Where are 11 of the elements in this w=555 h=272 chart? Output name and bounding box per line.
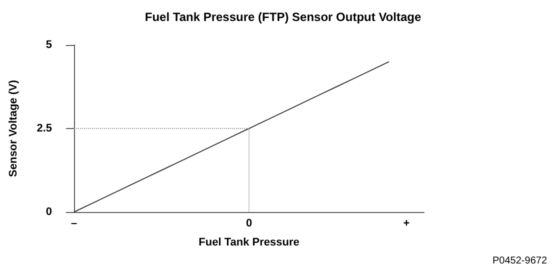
x-tick-label: 0 xyxy=(246,218,252,230)
line-series xyxy=(74,61,390,212)
y-tick-label: 5 xyxy=(46,39,52,51)
y-axis-title: Sensor Voltage (V) xyxy=(8,80,20,177)
x-axis-title: Fuel Tank Pressure xyxy=(198,236,300,248)
y-tick-label: 0 xyxy=(46,206,52,218)
x-tick-label: – xyxy=(70,218,78,230)
text: P0452-9672 xyxy=(492,256,548,266)
x-tick-label: + xyxy=(403,218,410,230)
y-tick-label: 2.5 xyxy=(36,122,52,134)
chart-title: Fuel Tank Pressure (FTP) Sensor Output Voltage xyxy=(144,10,422,24)
